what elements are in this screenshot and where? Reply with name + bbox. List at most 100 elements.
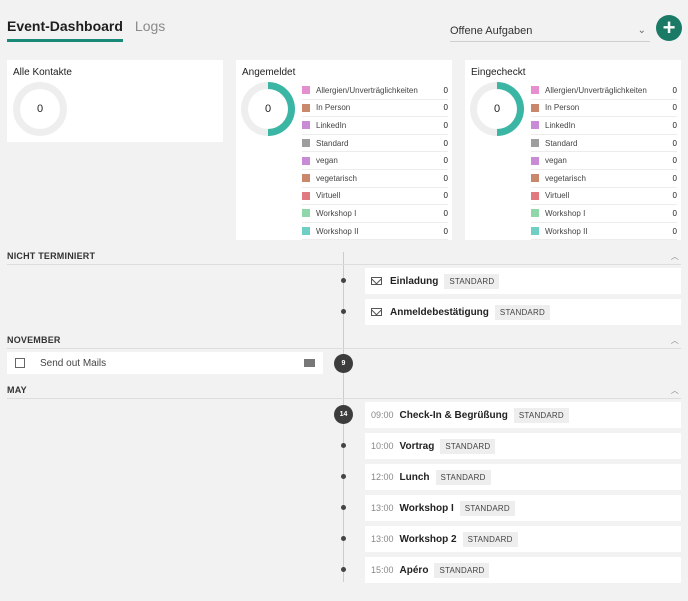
card-title: Alle Kontakte xyxy=(13,67,72,78)
card-eingecheckt: Eingecheckt 0 Allergien/Unverträglichkei… xyxy=(465,60,681,241)
legend-value: 0 xyxy=(672,138,677,148)
legend-label: Workshop II xyxy=(545,226,588,236)
legend-swatch xyxy=(302,121,310,130)
item-time: 13:00 xyxy=(371,503,394,513)
timeline-dot xyxy=(341,278,346,283)
legend-swatch xyxy=(531,227,539,236)
legend-row: vegetarisch 0 xyxy=(531,170,677,188)
chevron-up-icon[interactable]: ︿ xyxy=(670,252,679,261)
legend-row: Allergien/Unverträglichkeiten 0 xyxy=(302,82,448,100)
item-time: 12:00 xyxy=(371,472,394,482)
timeline-item[interactable]: Einladung STANDARD xyxy=(365,268,681,294)
legend-row: Workshop II 0 xyxy=(531,223,677,241)
item-title: Apéro xyxy=(399,564,429,576)
legend-label: Virtuell xyxy=(545,191,570,201)
legend-row: vegan 0 xyxy=(302,152,448,170)
item-tag: STANDARD xyxy=(494,304,550,320)
timeline-dot xyxy=(341,536,346,541)
mail-icon xyxy=(371,308,382,316)
donut-hole xyxy=(477,89,517,129)
timeline-item[interactable]: 12:00 Lunch STANDARD xyxy=(365,464,681,490)
chevron-up-icon[interactable]: ︿ xyxy=(670,336,679,345)
timeline-item[interactable]: 09:00 Check-In & Begrüßung STANDARD xyxy=(365,402,681,428)
legend-swatch xyxy=(302,174,310,183)
tab-logs[interactable]: Logs xyxy=(134,18,166,34)
chevron-up-icon[interactable]: ︿ xyxy=(670,386,679,395)
legend: Allergien/Unverträglichkeiten 0 In Person 0… xyxy=(302,82,448,241)
legend-value: 0 xyxy=(443,208,448,218)
card-alle-kontakte: Alle Kontakte 0 xyxy=(7,60,223,142)
legend-label: vegetarisch xyxy=(316,173,357,183)
legend-label: vegan xyxy=(316,156,338,166)
donut-value: 0 xyxy=(264,103,272,115)
donut-value: 0 xyxy=(36,103,44,115)
legend-label: Allergien/Unverträglichkeiten xyxy=(316,85,418,95)
legend-label: Workshop II xyxy=(316,226,359,236)
date-badge: 14 xyxy=(334,405,353,424)
item-title: Workshop I xyxy=(399,502,454,514)
timeline-item[interactable]: Anmeldebestätigung STANDARD xyxy=(365,299,681,325)
item-title: Vortrag xyxy=(399,440,435,452)
item-tag: STANDARD xyxy=(459,500,515,516)
legend-value: 0 xyxy=(443,120,448,130)
legend-value: 0 xyxy=(672,226,677,236)
plus-icon: + xyxy=(662,15,676,40)
legend-value: 0 xyxy=(672,120,677,130)
task-row[interactable]: Send out Mails xyxy=(7,352,323,374)
legend-value: 0 xyxy=(672,191,677,201)
add-button[interactable]: + xyxy=(656,15,682,41)
item-title: Workshop 2 xyxy=(399,533,457,545)
legend-value: 0 xyxy=(443,85,448,95)
legend-row: vegan 0 xyxy=(531,152,677,170)
legend-label: vegetarisch xyxy=(545,173,586,183)
legend-value: 0 xyxy=(443,103,448,113)
legend-value: 0 xyxy=(672,173,677,183)
legend-label: Workshop I xyxy=(316,208,357,218)
timeline-dot xyxy=(341,443,346,448)
legend-row: Workshop I 0 xyxy=(531,205,677,223)
item-time: 10:00 xyxy=(371,441,394,451)
legend-row: In Person 0 xyxy=(302,100,448,118)
section-title: NOVEMBER xyxy=(7,335,61,345)
legend-value: 0 xyxy=(443,191,448,201)
item-tag: STANDARD xyxy=(513,407,569,423)
legend-label: Standard xyxy=(316,138,349,148)
legend-swatch xyxy=(302,191,310,200)
envelope-icon[interactable] xyxy=(304,359,315,367)
legend: Allergien/Unverträglichkeiten 0 In Person 0… xyxy=(531,82,677,241)
legend-swatch xyxy=(531,209,539,218)
legend-swatch xyxy=(302,103,310,112)
timeline-item[interactable]: 10:00 Vortrag STANDARD xyxy=(365,433,681,459)
legend-label: Allergien/Unverträglichkeiten xyxy=(545,85,647,95)
timeline-dot xyxy=(341,309,346,314)
item-title: Einladung xyxy=(390,275,439,287)
tab-bar: Event-Dashboard Logs xyxy=(7,18,165,42)
timeline-dot xyxy=(341,567,346,572)
legend-label: vegan xyxy=(545,156,567,166)
legend-label: Virtuell xyxy=(316,191,341,201)
timeline-item[interactable]: 13:00 Workshop 2 STANDARD xyxy=(365,526,681,552)
legend-value: 0 xyxy=(672,156,677,166)
task-filter-select[interactable]: Offene Aufgaben ⌄ xyxy=(450,20,650,42)
legend-row: LinkedIn 0 xyxy=(531,117,677,135)
timeline-dot xyxy=(341,505,346,510)
item-time: 13:00 xyxy=(371,534,394,544)
legend-row: In Person 0 xyxy=(531,100,677,118)
legend-label: Workshop I xyxy=(545,208,586,218)
timeline-item[interactable]: 15:00 Apéro STANDARD xyxy=(365,557,681,583)
item-title: Check-In & Begrüßung xyxy=(399,409,508,421)
item-tag: STANDARD xyxy=(434,562,490,578)
task-checkbox[interactable] xyxy=(15,358,25,368)
legend-label: LinkedIn xyxy=(545,120,576,130)
timeline-item[interactable]: 13:00 Workshop I STANDARD xyxy=(365,495,681,521)
legend-swatch xyxy=(531,174,539,183)
chevron-down-icon: ⌄ xyxy=(637,25,646,36)
legend-label: In Person xyxy=(545,103,580,113)
tab-event-dashboard[interactable]: Event-Dashboard xyxy=(7,18,123,42)
legend-value: 0 xyxy=(672,103,677,113)
timeline-dot xyxy=(341,474,346,479)
legend-swatch xyxy=(531,191,539,200)
item-time: 09:00 xyxy=(371,410,394,420)
legend-swatch xyxy=(531,86,539,95)
legend-value: 0 xyxy=(443,156,448,166)
